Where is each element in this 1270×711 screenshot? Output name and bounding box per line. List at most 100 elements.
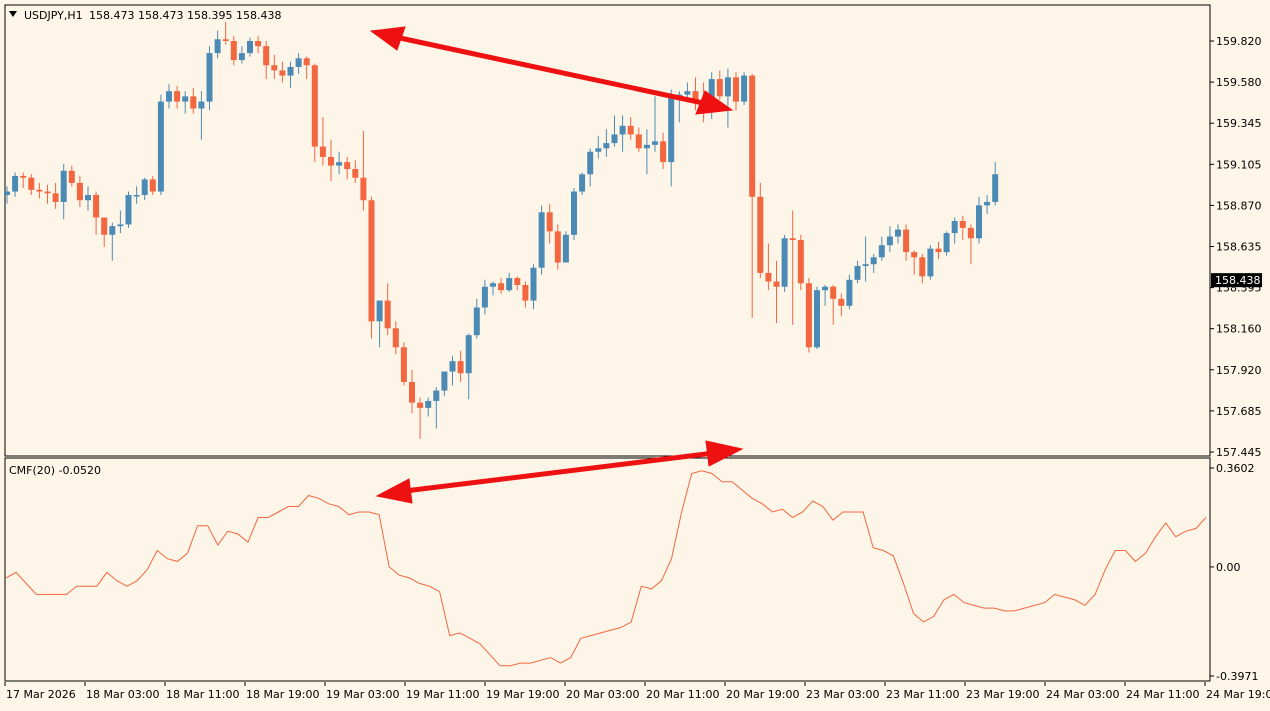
candle-body [238, 53, 245, 61]
candle [295, 53, 302, 74]
candles-group [4, 21, 999, 440]
candle-body [68, 170, 75, 183]
cmf-label: CMF(20) -0.0520 [9, 464, 101, 477]
candle [506, 272, 513, 292]
candle-body [854, 265, 861, 280]
candle [85, 186, 91, 211]
candle [830, 285, 837, 325]
candle [352, 160, 359, 183]
ohlc-values: 158.473 158.473 158.395 158.438 [89, 9, 281, 22]
candle [919, 253, 926, 284]
candle [101, 217, 108, 247]
price-axis-label: 159.820 [1216, 35, 1262, 48]
candle-body [919, 257, 926, 277]
candle [562, 231, 569, 263]
candle-body [319, 146, 326, 157]
candle-body [846, 279, 853, 306]
candle-body [311, 65, 318, 147]
candle [28, 174, 35, 196]
candle [757, 182, 764, 279]
candle [530, 264, 537, 310]
candle [967, 224, 974, 265]
time-axis-label: 24 Mar 11:00 [1126, 688, 1199, 701]
candle [230, 35, 237, 66]
candle [749, 73, 756, 318]
candle-body [214, 39, 221, 54]
candle [635, 127, 642, 152]
candle [441, 371, 448, 396]
candle-body [668, 96, 675, 163]
indicator-axis-label: 0.00 [1216, 561, 1241, 574]
candle [522, 281, 529, 308]
price-axis-label: 159.105 [1216, 158, 1262, 171]
candle [36, 182, 43, 199]
candle-body [530, 267, 537, 301]
candle-body [141, 179, 148, 196]
candle [12, 172, 19, 197]
candle-body [409, 381, 415, 403]
candle [93, 191, 100, 235]
candle-body [708, 79, 715, 109]
candle-body [579, 174, 586, 192]
candle [52, 182, 59, 209]
candle-body [93, 195, 100, 218]
current-price-marker: 158.438 [1211, 273, 1262, 288]
candle [911, 250, 918, 275]
current-price-label: 158.438 [1215, 274, 1261, 287]
candle [319, 117, 326, 166]
price-pane[interactable] [4, 4, 1211, 457]
candle [514, 276, 521, 291]
candle [984, 195, 991, 215]
candle-body [76, 182, 83, 201]
candle-body [400, 347, 407, 382]
cmf-group [5, 470, 1207, 667]
candle-body [822, 286, 829, 291]
time-axis-label: 18 Mar 03:00 [86, 688, 159, 701]
candle [781, 234, 788, 292]
time-axis-label: 20 Mar 11:00 [646, 688, 719, 701]
candle [554, 224, 561, 270]
candle [878, 236, 885, 261]
time-axis-label: 19 Mar 03:00 [326, 688, 399, 701]
candle [263, 41, 270, 80]
candle-body [797, 240, 804, 284]
candle [805, 278, 812, 353]
indicator-pane[interactable] [4, 457, 1211, 682]
candle-body [935, 248, 942, 253]
candle [279, 61, 286, 83]
candle [60, 163, 67, 220]
candle [303, 56, 310, 80]
candle-body [741, 75, 748, 102]
candle-body [692, 91, 699, 102]
candle-body [441, 371, 448, 391]
candle-body [376, 300, 383, 322]
time-axis-label: 23 Mar 19:00 [966, 688, 1039, 701]
candle [214, 30, 221, 59]
candle [368, 196, 375, 339]
candle-body [773, 281, 780, 287]
candle-body [28, 177, 35, 190]
candle [133, 186, 140, 204]
candle [886, 226, 893, 253]
price-axis-label: 157.445 [1216, 446, 1262, 459]
candle [344, 156, 351, 180]
symbol-label: USDJPY,H1 [24, 9, 83, 22]
indicator-axis-label: 0.3602 [1216, 462, 1255, 475]
triangle-down-icon[interactable] [9, 11, 17, 17]
candle-body [425, 400, 432, 408]
candle-body [174, 91, 181, 102]
candle-body [198, 101, 205, 109]
candle-body [166, 91, 172, 102]
candle [328, 139, 334, 182]
candle-body [554, 231, 561, 263]
candle-body [903, 229, 910, 253]
candle-body [976, 205, 982, 239]
candle-body [352, 169, 359, 178]
candle-body [230, 41, 237, 61]
candle [652, 96, 658, 152]
candle-body [247, 41, 253, 54]
candle-body [449, 361, 456, 372]
candle [449, 355, 456, 386]
candle-body [984, 201, 991, 206]
candle [255, 35, 262, 54]
